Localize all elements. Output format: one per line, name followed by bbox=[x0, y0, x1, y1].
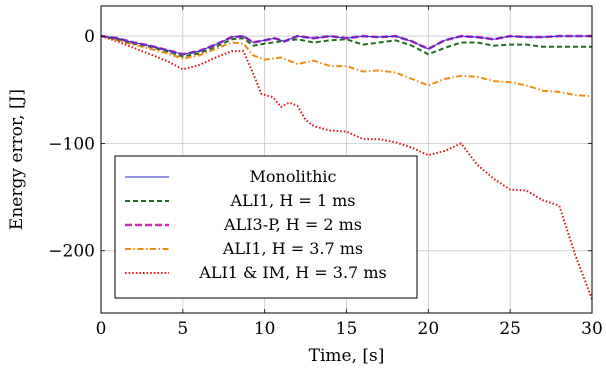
x-tick-label: 20 bbox=[418, 319, 440, 339]
legend: Monolithic ALI1, H = 1 ms ALI3-P, H = 2 ms… bbox=[114, 155, 418, 299]
x-tick-label: 5 bbox=[177, 319, 188, 339]
y-tick-label: −100 bbox=[48, 134, 95, 154]
y-axis-label: Energy error, [J] bbox=[7, 89, 27, 230]
tick-marks bbox=[100, 6, 593, 313]
plot-lines bbox=[100, 34, 593, 300]
x-tick-label: 10 bbox=[254, 319, 276, 339]
legend-box bbox=[114, 155, 418, 299]
tick-labels: 0 5 10 15 20 25 30 −200 −100 0 bbox=[48, 27, 603, 339]
legend-label: ALI3-P, H = 2 ms bbox=[223, 215, 362, 234]
x-axis-label: Time, [s] bbox=[309, 346, 385, 366]
series-line bbox=[100, 35, 592, 55]
x-tick-label: 25 bbox=[499, 319, 521, 339]
x-tick-label: 30 bbox=[581, 319, 603, 339]
legend-label: ALI1, H = 3.7 ms bbox=[222, 239, 363, 258]
y-tick-label: −200 bbox=[48, 242, 95, 262]
legend-label: ALI1 & IM, H = 3.7 ms bbox=[198, 263, 386, 282]
x-tick-label: 15 bbox=[336, 319, 358, 339]
series-line bbox=[100, 35, 593, 98]
legend-label: Monolithic bbox=[250, 167, 337, 186]
legend-label: ALI1, H = 1 ms bbox=[229, 191, 355, 210]
y-tick-label: 0 bbox=[84, 27, 95, 47]
x-tick-label: 0 bbox=[96, 319, 107, 339]
